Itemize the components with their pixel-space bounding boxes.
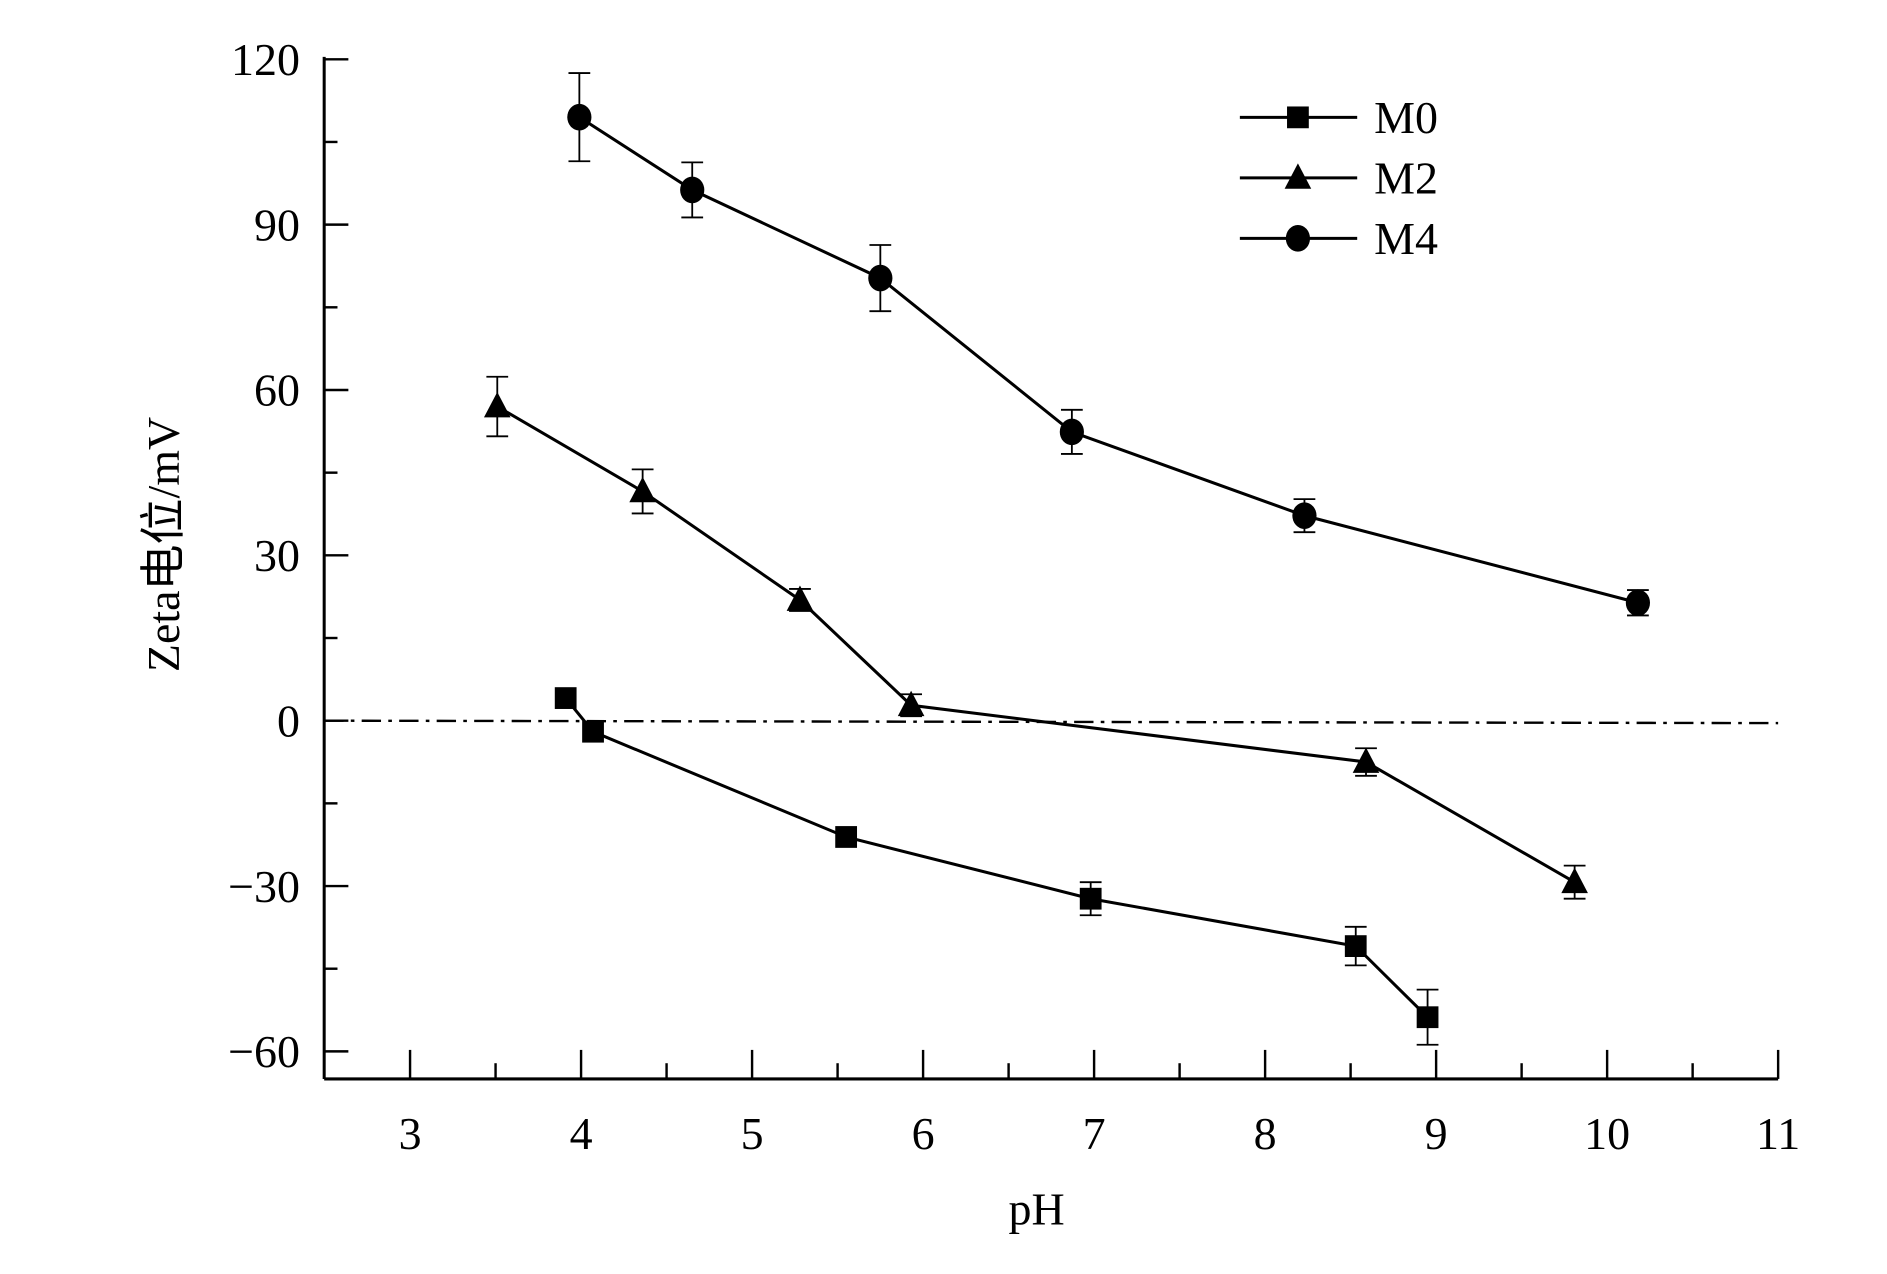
x-axis-label: pH bbox=[1009, 1183, 1065, 1234]
x-tick-label: 9 bbox=[1425, 1108, 1448, 1159]
data-point-M0 bbox=[835, 826, 858, 848]
x-tick-label: 8 bbox=[1254, 1108, 1277, 1159]
series-line-M4 bbox=[578, 115, 1639, 605]
data-point-M0 bbox=[1416, 1006, 1439, 1029]
y-tick-label: 90 bbox=[254, 199, 300, 250]
legend-item-M0: M0 bbox=[1239, 92, 1438, 143]
legend-item-M2: M2 bbox=[1239, 153, 1438, 204]
data-marks bbox=[483, 72, 1651, 1046]
data-point-M2 bbox=[483, 392, 511, 418]
data-point-M2 bbox=[1352, 747, 1380, 773]
data-point-M2 bbox=[1561, 867, 1588, 894]
y-tick-label: −30 bbox=[228, 861, 300, 912]
data-point-M0 bbox=[1079, 887, 1102, 910]
data-point-M4 bbox=[1292, 502, 1317, 529]
legend-label: M0 bbox=[1374, 92, 1438, 143]
x-tick-label: 4 bbox=[570, 1108, 593, 1159]
x-tick-label: 6 bbox=[912, 1108, 935, 1159]
x-tick-label: 3 bbox=[399, 1108, 422, 1159]
data-point-M0 bbox=[554, 687, 577, 709]
legend-marker-circle bbox=[1285, 225, 1311, 252]
series-line-M2 bbox=[496, 405, 1576, 884]
legend-label: M4 bbox=[1374, 213, 1438, 264]
data-point-M4 bbox=[680, 176, 705, 204]
x-tick-label: 7 bbox=[1083, 1108, 1106, 1159]
y-tick-label: 30 bbox=[254, 530, 300, 581]
y-tick-label: 0 bbox=[277, 695, 300, 746]
data-point-M4 bbox=[567, 103, 592, 131]
data-point-M0 bbox=[1344, 935, 1367, 957]
x-tick-label: 11 bbox=[1756, 1108, 1800, 1159]
series-M4 bbox=[567, 72, 1651, 617]
legend-marker-square bbox=[1287, 106, 1309, 129]
data-point-M4 bbox=[1059, 418, 1084, 446]
y-axis-label: Zeta电位/mV bbox=[138, 417, 189, 672]
legend-item-M4: M4 bbox=[1239, 213, 1438, 264]
data-point-M0 bbox=[582, 720, 604, 743]
data-point-M4 bbox=[868, 264, 893, 292]
x-tick-label: 10 bbox=[1584, 1108, 1630, 1159]
series-line-M0 bbox=[564, 697, 1429, 1019]
legend-label: M2 bbox=[1374, 153, 1438, 204]
legend: M0 M2 M4 bbox=[1239, 92, 1438, 264]
y-tick-label: 60 bbox=[254, 365, 300, 416]
y-tick-label: 120 bbox=[231, 34, 300, 85]
data-point-M2 bbox=[897, 690, 925, 717]
series-M2 bbox=[483, 375, 1588, 900]
legend-marker-triangle bbox=[1284, 163, 1312, 189]
data-point-M2 bbox=[629, 476, 656, 503]
y-tick-label: −60 bbox=[228, 1026, 300, 1077]
series-M0 bbox=[554, 687, 1439, 1046]
data-point-M2 bbox=[786, 585, 814, 611]
x-tick-label: 5 bbox=[741, 1108, 764, 1159]
axes: −60 −30 0 30 60 90 120 3 4 5 6 7 8 9 10 11 bbox=[228, 34, 1800, 1159]
data-point-M4 bbox=[1625, 589, 1651, 617]
